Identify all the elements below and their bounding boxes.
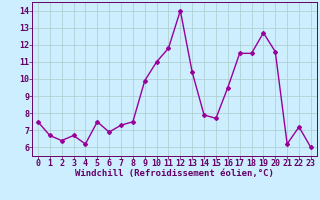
- X-axis label: Windchill (Refroidissement éolien,°C): Windchill (Refroidissement éolien,°C): [75, 169, 274, 178]
